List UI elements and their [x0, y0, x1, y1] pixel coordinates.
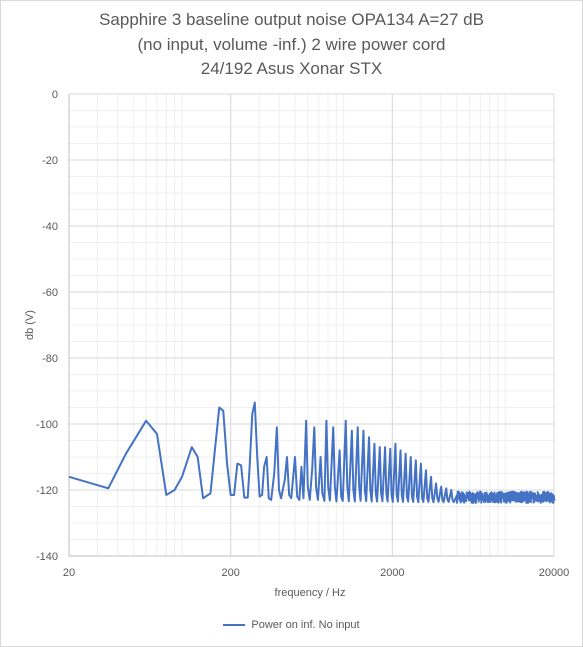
x-tick-label: 2000 [380, 567, 404, 579]
y-tick-label: -40 [42, 221, 58, 233]
series-line-0 [68, 401, 556, 504]
chart-title-line-3: 24/192 Asus Xonar STX [200, 59, 383, 78]
y-tick-label: -120 [36, 485, 58, 497]
legend: Power on inf. No input [0, 619, 583, 631]
legend-label: Power on inf. No input [251, 619, 360, 631]
chart-title-line-1: Sapphire 3 baseline output noise OPA134 … [99, 10, 484, 29]
y-tick-label: -60 [42, 287, 58, 299]
series-layer [68, 401, 556, 504]
x-tick-label: 20000 [539, 567, 570, 579]
chart-title-line-2: (no input, volume -inf.) 2 wire power co… [137, 35, 446, 54]
x-axis-title: frequency / Hz [275, 587, 346, 599]
x-tick-label: 20 [63, 567, 75, 579]
x-tick-label: 200 [221, 567, 239, 579]
y-axis-title: db (V) [24, 310, 36, 340]
axes: 0 -20 -40 -60 -80 -100 -120 -140 20 200 2000 20000 [36, 89, 569, 579]
y-tick-label: -100 [36, 419, 58, 431]
y-tick-label: 0 [52, 89, 58, 101]
y-tick-label: -140 [36, 551, 58, 563]
y-tick-label: -20 [42, 155, 58, 167]
legend-swatch [223, 624, 246, 627]
y-tick-label: -80 [42, 353, 58, 365]
